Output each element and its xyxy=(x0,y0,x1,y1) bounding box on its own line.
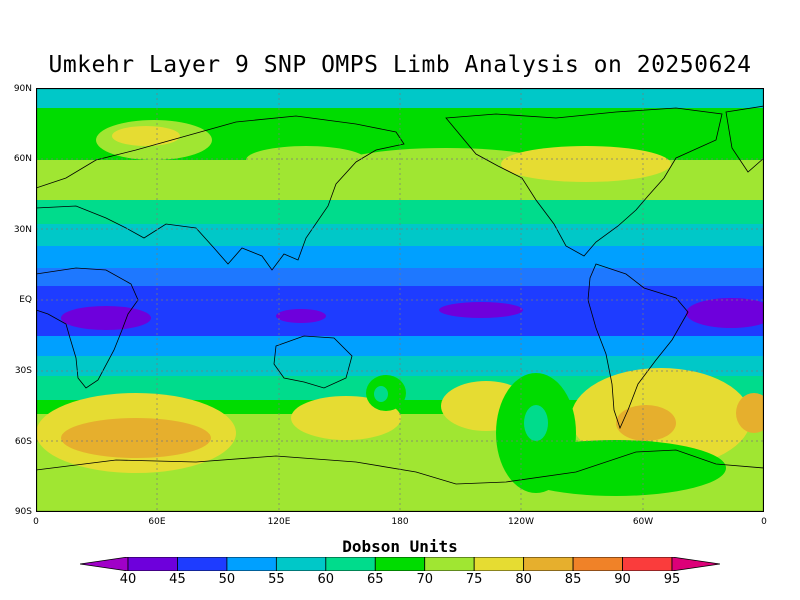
x-tick-label: 180 xyxy=(391,517,409,527)
map-title: Umkehr Layer 9 SNP OMPS Limb Analysis on… xyxy=(48,52,752,78)
contour-tropic-low-atlantic xyxy=(686,298,764,328)
graticule xyxy=(36,88,764,512)
y-tick-label: 90S xyxy=(14,507,32,517)
coastline-africa xyxy=(36,267,139,389)
colorbar-swatch xyxy=(424,556,475,572)
y-tick-label: EQ xyxy=(19,295,32,305)
colorbar-swatch xyxy=(325,556,376,572)
colorbar-swatch xyxy=(523,556,574,572)
colorbar-swatch xyxy=(275,556,327,572)
map-plot-area xyxy=(36,88,764,512)
coastline-greenland xyxy=(725,105,764,173)
colorbar-tick-label: 50 xyxy=(218,572,236,587)
colorbar-tick-label: 80 xyxy=(515,572,532,587)
band-north-55 xyxy=(36,246,764,268)
contour-nz-core xyxy=(374,386,388,402)
colorbar-tick-label: 75 xyxy=(465,572,483,587)
colorbar-swatch xyxy=(177,556,228,572)
x-tick-label: 60E xyxy=(148,517,166,527)
colorbar-title: Dobson Units xyxy=(342,537,458,556)
contour-south-indian-max xyxy=(61,418,211,458)
x-tick-label: 120W xyxy=(507,517,535,527)
y-tick-label: 60S xyxy=(14,437,32,447)
colorbar-swatch xyxy=(374,556,426,572)
colorbar-swatch xyxy=(671,556,721,572)
y-tick-label: 60N xyxy=(13,154,32,164)
contour-tropic-low-africa xyxy=(61,306,151,330)
colorbar xyxy=(79,556,721,572)
band-north-50 xyxy=(36,268,764,286)
ozone-map xyxy=(36,88,764,512)
x-tick-label: 0 xyxy=(761,517,767,527)
colorbar-swatch xyxy=(622,556,673,572)
contour-tropic-low-pacific xyxy=(439,302,523,318)
map-frame xyxy=(36,88,764,512)
colorbar-tick-label: 55 xyxy=(268,572,285,587)
contour-south-atlantic-max xyxy=(616,405,676,441)
colorbar-swatch xyxy=(79,556,129,572)
x-tick-label: 60W xyxy=(632,517,654,527)
contour-namerica-max xyxy=(501,146,671,182)
x-tick-label: 120E xyxy=(267,517,291,527)
coastline-australia xyxy=(273,335,353,389)
contour-tropic-low-indonesia xyxy=(276,309,326,323)
coastline-north-america xyxy=(445,107,723,257)
colorbar-tick-label: 70 xyxy=(416,572,433,587)
colorbar-swatch xyxy=(572,556,623,572)
colorbar-tick-label: 90 xyxy=(614,572,631,587)
colorbar-swatch xyxy=(226,556,277,572)
colorbar-swatches xyxy=(79,556,721,572)
coastline-south-america xyxy=(587,263,689,430)
contour-europe-max xyxy=(112,126,180,146)
coastline-antarctica xyxy=(36,449,764,485)
colorbar-tick-label: 85 xyxy=(564,572,582,587)
contour-siberia-high xyxy=(246,146,366,174)
contour-east-high xyxy=(736,393,764,433)
band-south-50 xyxy=(36,336,764,356)
y-tick-label: 30S xyxy=(14,366,32,376)
colorbar-swatch xyxy=(127,556,178,572)
coastlines xyxy=(36,105,764,485)
colorbar-swatch xyxy=(473,556,525,572)
colorbar-tick-label: 65 xyxy=(366,572,384,587)
y-tick-label: 90N xyxy=(13,84,32,94)
colorbar-tick-label: 95 xyxy=(663,572,681,587)
colorbar-tick-label: 60 xyxy=(317,572,335,587)
x-tick-label: 0 xyxy=(33,517,39,527)
colorbar-tick-label: 45 xyxy=(169,572,186,587)
y-tick-label: 30N xyxy=(13,225,32,235)
coastline-eurasia xyxy=(36,115,405,271)
contour-south-pacific-core xyxy=(524,405,548,441)
contour-antarctic-low xyxy=(506,440,726,496)
colorbar-tick-label: 40 xyxy=(119,572,137,587)
